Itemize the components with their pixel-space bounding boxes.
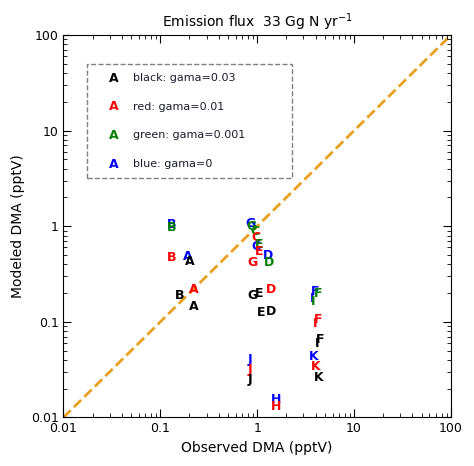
Text: C: C	[251, 231, 260, 244]
Text: A: A	[189, 282, 198, 295]
Text: B: B	[166, 251, 176, 264]
Text: A: A	[109, 129, 118, 142]
Text: G: G	[246, 220, 257, 233]
Text: red: gama=0.01: red: gama=0.01	[133, 102, 224, 112]
Text: C: C	[250, 225, 260, 238]
Text: green: gama=0.001: green: gama=0.001	[133, 130, 246, 140]
Text: E: E	[255, 287, 264, 300]
Text: J: J	[248, 363, 253, 376]
Text: G: G	[247, 256, 258, 269]
Text: A: A	[182, 250, 192, 263]
Text: A: A	[109, 158, 118, 171]
Text: D: D	[266, 282, 276, 295]
Text: K: K	[310, 360, 320, 373]
Text: E: E	[255, 245, 264, 258]
Text: H: H	[271, 393, 281, 406]
Text: A: A	[189, 300, 198, 313]
Text: D: D	[266, 305, 276, 318]
X-axis label: Observed DMA (pptV): Observed DMA (pptV)	[182, 441, 333, 455]
Text: G: G	[245, 217, 255, 230]
Text: B: B	[166, 221, 176, 234]
Text: K: K	[314, 371, 323, 384]
Y-axis label: Modeled DMA (pptV): Modeled DMA (pptV)	[11, 154, 25, 298]
Title: Emission flux  33 Gg N yr$^{-1}$: Emission flux 33 Gg N yr$^{-1}$	[162, 11, 353, 33]
Text: F: F	[311, 285, 320, 298]
Text: D: D	[264, 256, 274, 269]
Text: black: gama=0.03: black: gama=0.03	[133, 73, 236, 83]
Text: K: K	[309, 350, 318, 363]
Text: B: B	[166, 218, 176, 231]
Text: J: J	[248, 353, 253, 366]
Bar	[87, 64, 292, 178]
Text: E: E	[255, 238, 264, 251]
Text: H: H	[271, 400, 281, 413]
Text: F: F	[316, 333, 325, 346]
Text: E: E	[257, 306, 265, 319]
Text: F: F	[314, 287, 323, 300]
Text: I: I	[310, 292, 314, 305]
Text: I: I	[315, 336, 320, 350]
Text: A: A	[185, 255, 194, 268]
Text: I: I	[313, 317, 318, 330]
Text: C: C	[251, 240, 260, 253]
Text: G: G	[247, 289, 258, 302]
Text: J: J	[248, 373, 253, 386]
Text: B: B	[175, 289, 185, 302]
Text: I: I	[311, 295, 316, 308]
Text: D: D	[263, 248, 273, 261]
Text: A: A	[109, 72, 118, 84]
Text: F: F	[314, 313, 323, 326]
Text: A: A	[109, 100, 118, 113]
Text: blue: gama=0: blue: gama=0	[133, 159, 212, 169]
